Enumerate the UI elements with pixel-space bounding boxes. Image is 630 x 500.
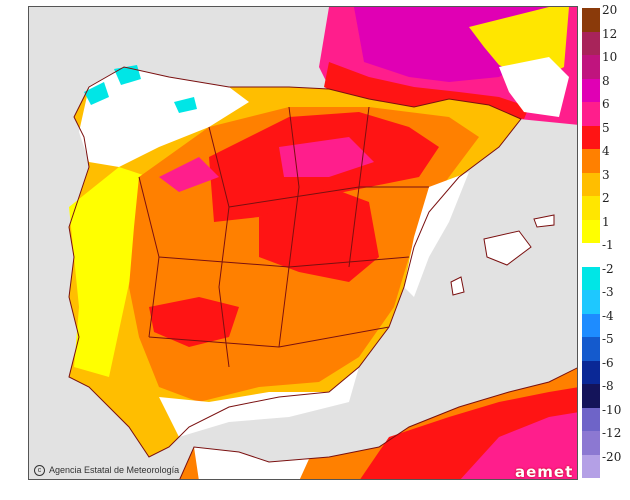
- legend-swatch: [582, 384, 600, 408]
- magenta-spot-2: [159, 157, 219, 192]
- legend-label: -12: [602, 426, 622, 440]
- legend-label: -8: [602, 379, 614, 393]
- north-coast: [79, 67, 249, 167]
- legend-label: 1: [602, 214, 610, 229]
- cyan-patch-2: [114, 65, 141, 85]
- color-legend: 20 12 10 8 6 5 4 3 2 1 -1 -2 -3 -4 -5 -6 -8 -10 -12 -20: [582, 4, 630, 478]
- legend-swatch: [582, 31, 600, 55]
- legend-label: 20: [602, 3, 618, 17]
- legend-swatch: [582, 243, 600, 267]
- legend-label: -20: [602, 449, 622, 464]
- red-spot-south: [149, 297, 239, 347]
- legend-label: 3: [602, 167, 610, 182]
- legend-swatch: [582, 149, 600, 173]
- legend-label: 12: [602, 26, 618, 41]
- region-borders: [68, 66, 522, 458]
- africa-white: [194, 447, 309, 479]
- aemet-logo: aemet: [515, 463, 574, 480]
- south-coast-white: [159, 367, 359, 437]
- legend-label: 2: [602, 191, 610, 205]
- legend-swatch: [582, 55, 600, 79]
- mallorca: [483, 230, 532, 266]
- magenta-spot-1: [279, 137, 374, 177]
- legend-swatch: [582, 266, 600, 290]
- legend-label: 5: [602, 120, 610, 135]
- legend-label: -1: [602, 238, 614, 252]
- legend-swatch: [582, 407, 600, 431]
- east-coast-white: [404, 172, 469, 297]
- legend-label: -5: [602, 332, 614, 346]
- legend-label: -4: [602, 308, 614, 323]
- legend-label: -10: [602, 402, 622, 417]
- legend-swatch: [582, 8, 600, 32]
- legend-swatch: [582, 454, 600, 478]
- legend-swatch: [582, 313, 600, 337]
- legend-label: 10: [602, 50, 618, 64]
- legend-swatch: [582, 337, 600, 361]
- legend-swatch: [582, 360, 600, 384]
- legend-swatch: [582, 102, 600, 126]
- legend-label: -3: [602, 285, 614, 299]
- menorca: [533, 214, 555, 228]
- legend-swatch: [582, 196, 600, 220]
- africa-border: [179, 367, 577, 479]
- legend-label: 8: [602, 73, 610, 88]
- legend-label: 6: [602, 97, 610, 111]
- legend-swatch: [582, 172, 600, 196]
- legend-swatch: [582, 125, 600, 149]
- map-canvas: [29, 7, 577, 479]
- cyan-patch-1: [84, 82, 109, 105]
- anomaly-map: aemet: [28, 6, 578, 480]
- west-yellow: [69, 167, 149, 377]
- africa-magenta: [460, 412, 577, 479]
- copyright-icon: c: [34, 465, 45, 477]
- legend-swatch: [582, 78, 600, 102]
- credit-line: c Agencia Estatal de Meteorología: [34, 465, 180, 477]
- legend-label: -2: [602, 261, 614, 276]
- france-white: [499, 57, 569, 117]
- legend-swatch: [582, 290, 600, 314]
- cyan-patch-3: [174, 97, 197, 113]
- credit-text: Agencia Estatal de Meteorología: [49, 465, 180, 475]
- legend-swatch: [582, 431, 600, 455]
- legend-swatch: [582, 219, 600, 243]
- legend-label: -6: [602, 355, 614, 370]
- ibiza: [450, 276, 465, 296]
- legend-label: 4: [602, 144, 610, 158]
- red-band-center: [259, 187, 379, 282]
